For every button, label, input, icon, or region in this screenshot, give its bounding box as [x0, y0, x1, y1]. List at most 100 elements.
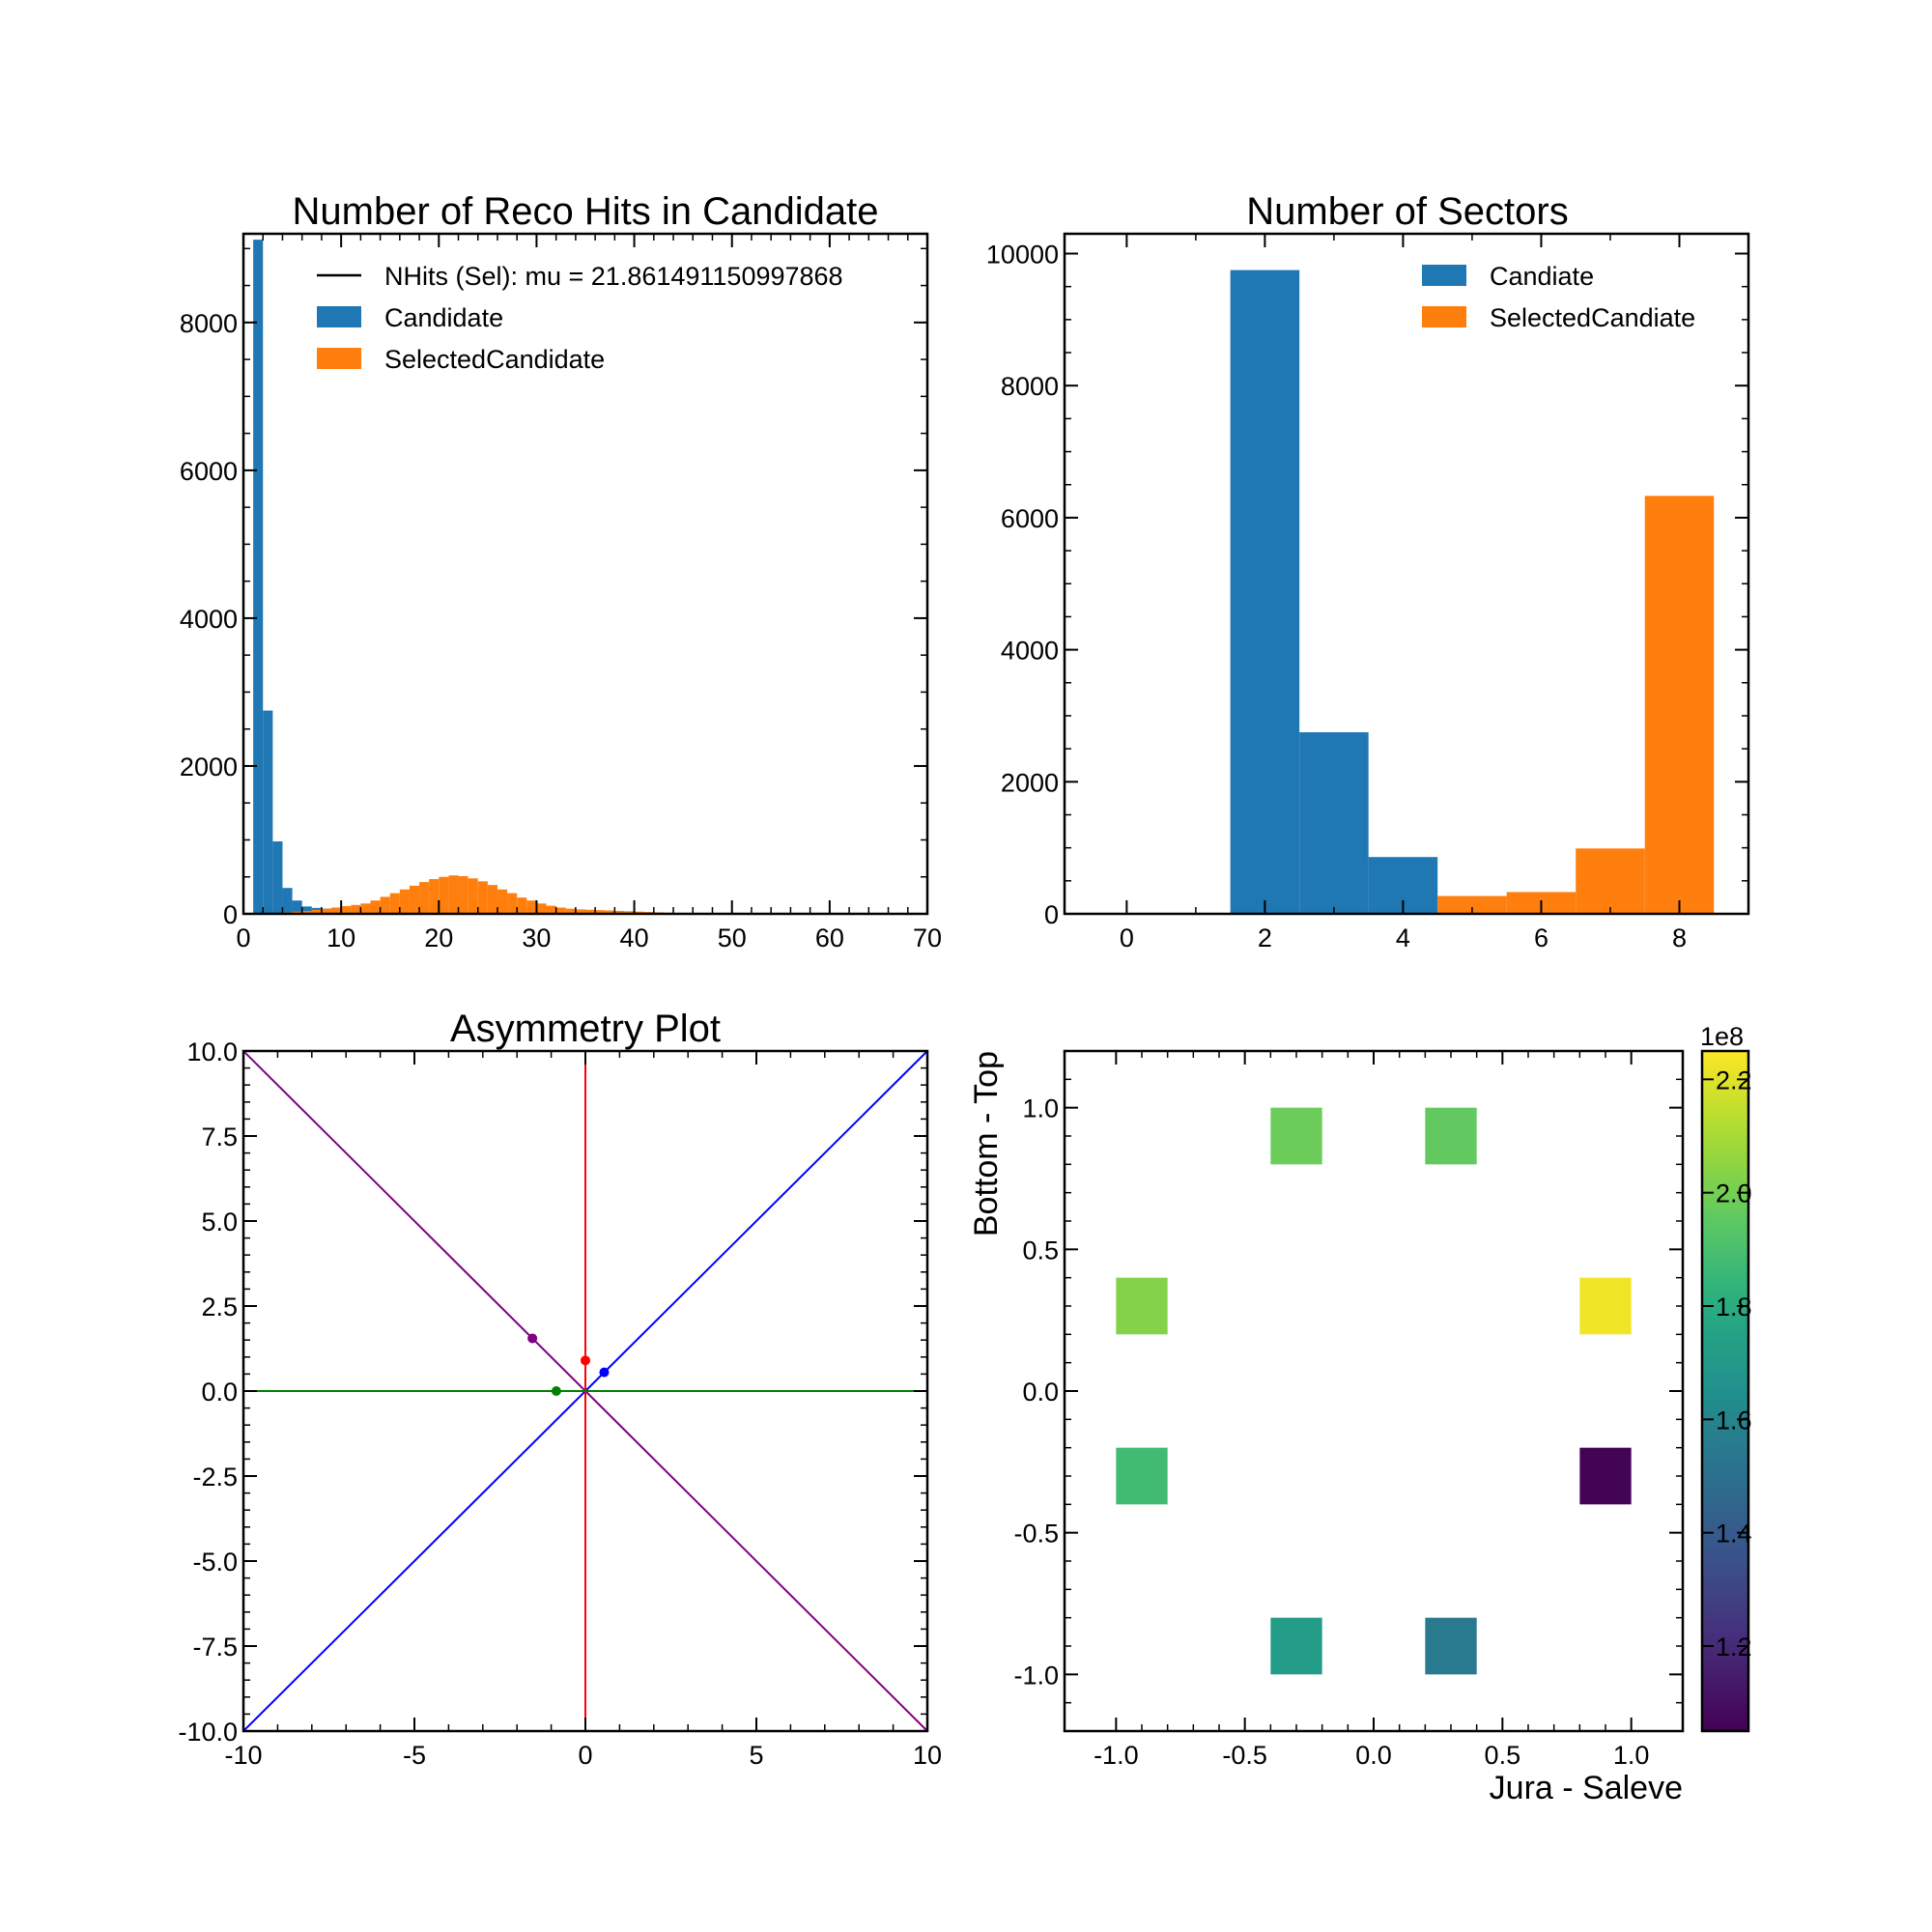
y-tick-label: 0.0: [1022, 1378, 1059, 1406]
colorbar-tick-label: 1.4: [1716, 1520, 1752, 1548]
asym-plot-area: -10 -5 0 5 10 -10.0 -7.5 -5.0 -2.5 0.0 2.5 5.0 7.5 10…: [178, 1037, 942, 1770]
y-tick-label: -1.0: [1013, 1661, 1059, 1690]
histogram-bar: [1230, 270, 1300, 914]
histogram-bar: [614, 910, 625, 914]
colorbar-tick-label: 1.6: [1716, 1406, 1752, 1435]
x-tick-label: 0.5: [1485, 1741, 1521, 1770]
histogram-bar: [477, 881, 488, 914]
y-tick-label: -2.5: [192, 1463, 238, 1492]
y-tick-label: 6000: [180, 457, 238, 486]
heatmap-cell: [1579, 1447, 1632, 1505]
y-tick-label: 0: [223, 900, 238, 929]
histogram-bar: [370, 900, 381, 914]
heat-plot-area: -1.0 -0.5 0.0 0.5 1.0 -1.0 -0.5 0.0 0.5 1.0: [1013, 1049, 1685, 1770]
x-tick-label: 10: [913, 1741, 942, 1770]
histogram-bar: [624, 911, 635, 914]
histogram-bar: [263, 710, 273, 914]
sectors-title: Number of Sectors: [1246, 190, 1568, 233]
colorbar-tick-label: 1.2: [1716, 1633, 1752, 1662]
histogram-bar: [360, 903, 371, 914]
colorbar-tick-label: 2.2: [1716, 1065, 1752, 1094]
histogram-bar: [458, 875, 469, 914]
y-tick-label: 10000: [986, 241, 1059, 270]
histogram-bar: [409, 885, 420, 914]
histogram-bar: [439, 876, 449, 914]
y-tick-label: -0.5: [1013, 1520, 1059, 1548]
histogram-bar: [1644, 496, 1715, 914]
plot-frame: [1063, 232, 1750, 916]
histogram-bar: [419, 882, 430, 914]
x-tick-label: 0: [1120, 923, 1134, 952]
x-tick-label: 0: [236, 923, 250, 952]
x-tick-label: 60: [815, 923, 844, 952]
x-tick-label: 40: [620, 923, 649, 952]
histogram-bar: [380, 896, 390, 914]
histogram-bar: [497, 889, 508, 914]
heatmap-cell: [1116, 1447, 1168, 1505]
heatmap-cell: [1425, 1107, 1477, 1165]
y-tick-label: 4000: [1001, 637, 1059, 666]
y-tick-label: 5.0: [201, 1208, 238, 1236]
hits-panel: Number of Reco Hits in Candidate 0 10 20 30…: [180, 190, 942, 952]
x-tick-label: 0.0: [1355, 1741, 1392, 1770]
histogram-bar: [1437, 895, 1507, 914]
colorbar: 1.2 1.4 1.6 1.8 2.0 2.2: [1700, 1049, 1752, 1733]
heatmap-cell: [1579, 1277, 1632, 1335]
x-tick-label: 5: [749, 1741, 763, 1770]
histogram-bar: [555, 907, 566, 914]
y-tick-label: 0.0: [201, 1378, 238, 1406]
y-tick-label: 8000: [1001, 372, 1059, 401]
histogram-bar: [351, 904, 361, 914]
heatmap-cell: [1270, 1617, 1322, 1675]
x-tick-label: 8: [1672, 923, 1687, 952]
x-tick-label: 1.0: [1613, 1741, 1650, 1770]
histogram-bar: [595, 910, 606, 914]
plot-frame: [1063, 1049, 1685, 1733]
histogram-bar: [507, 893, 518, 914]
x-tick-label: 50: [718, 923, 747, 952]
data-point: [551, 1386, 561, 1396]
asym-title: Asymmetry Plot: [450, 1008, 721, 1050]
x-tick-label: 70: [913, 923, 942, 952]
colorbar-bar: [1700, 1049, 1750, 1733]
legend-swatch: [317, 306, 361, 327]
histogram-bar: [341, 905, 352, 914]
histogram-bar: [282, 888, 293, 914]
legend-swatch: [1422, 306, 1466, 327]
y-tick-label: -5.0: [192, 1548, 238, 1577]
legend-label: Candiate: [1490, 262, 1594, 291]
sectors-plot-area: 0 2 4 6 8 0 2000 4000 6000 8000 10000 Candiate Selec…: [986, 232, 1750, 952]
x-tick-label: 4: [1396, 923, 1410, 952]
x-tick-label: -0.5: [1222, 1741, 1267, 1770]
y-tick-label: 7.5: [201, 1122, 238, 1151]
x-tick-label: 2: [1258, 923, 1272, 952]
histogram-bar: [1299, 732, 1369, 914]
legend-label: NHits (Sel): mu = 21.861491150997868: [384, 262, 843, 291]
y-tick-label: 2000: [1001, 768, 1059, 797]
y-tick-label: 10.0: [186, 1037, 238, 1066]
histogram-bar: [253, 240, 264, 915]
x-tick-label: -10: [224, 1741, 262, 1770]
y-tick-label: -10.0: [178, 1718, 238, 1747]
x-tick-label: 10: [327, 923, 355, 952]
heat-panel: Jura - Saleve Bottom - Top 1e8 -1.0 -0.5 0…: [968, 1022, 1752, 1806]
heat-xlabel: Jura - Saleve: [1490, 1770, 1683, 1806]
y-tick-label: 6000: [1001, 504, 1059, 533]
histogram-bar: [301, 906, 312, 914]
y-tick-label: 2.5: [201, 1293, 238, 1321]
colorbar-tick-label: 1.8: [1716, 1293, 1752, 1321]
y-tick-label: 0: [1044, 900, 1059, 929]
y-tick-label: -7.5: [192, 1633, 238, 1662]
y-tick-label: 4000: [180, 605, 238, 634]
histogram-bar: [311, 909, 322, 914]
heatmap-cell: [1116, 1277, 1168, 1335]
histogram-bar: [575, 909, 585, 914]
hits-plot-area: 0 10 20 30 40 50 60 70 0 2000 4000 6000 8000 NHits (S…: [180, 232, 942, 952]
x-tick-label: 6: [1534, 923, 1548, 952]
data-point: [527, 1333, 538, 1344]
heat-ylabel: Bottom - Top: [968, 1051, 1005, 1236]
heatmap-cell: [1270, 1107, 1322, 1165]
histogram-bar: [536, 903, 547, 914]
y-tick-label: 1.0: [1022, 1094, 1059, 1123]
legend-label: SelectedCandidate: [384, 345, 605, 374]
